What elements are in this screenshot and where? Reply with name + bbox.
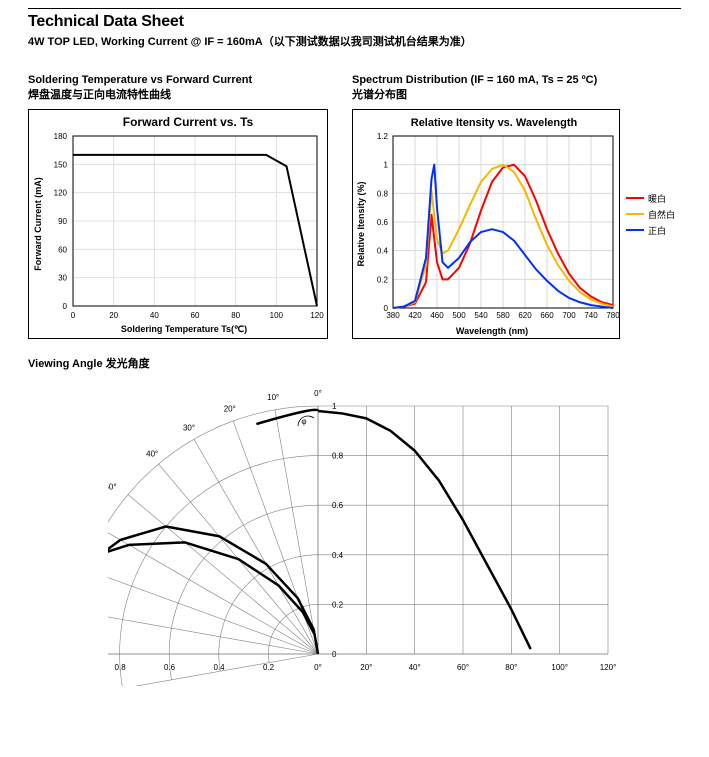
svg-text:20°: 20° bbox=[360, 663, 372, 672]
svg-text:0: 0 bbox=[332, 650, 337, 659]
page-subtitle: 4W TOP LED, Working Current @ IF = 160mA… bbox=[28, 33, 681, 49]
svg-text:120°: 120° bbox=[600, 663, 617, 672]
svg-text:1: 1 bbox=[332, 402, 337, 411]
svg-text:0.4: 0.4 bbox=[213, 663, 225, 672]
svg-text:Forward Current vs. Ts: Forward Current vs. Ts bbox=[123, 115, 254, 129]
page: Technical Data Sheet 4W TOP LED, Working… bbox=[0, 0, 709, 757]
svg-text:Relative Itensity (%): Relative Itensity (%) bbox=[356, 181, 366, 266]
svg-text:80: 80 bbox=[231, 311, 240, 320]
svg-text:0°: 0° bbox=[314, 389, 322, 398]
svg-text:420: 420 bbox=[408, 311, 422, 320]
svg-text:0: 0 bbox=[63, 302, 68, 311]
svg-text:60°: 60° bbox=[457, 663, 469, 672]
svg-text:540: 540 bbox=[474, 311, 488, 320]
svg-text:30: 30 bbox=[58, 273, 67, 282]
svg-text:580: 580 bbox=[496, 311, 510, 320]
right-section-title-cn: 光谱分布图 bbox=[352, 88, 690, 103]
legend-swatch-2 bbox=[626, 229, 644, 231]
page-title: Technical Data Sheet bbox=[28, 13, 681, 31]
svg-text:60: 60 bbox=[58, 245, 67, 254]
legend-swatch-1 bbox=[626, 213, 644, 215]
svg-text:0.2: 0.2 bbox=[377, 275, 389, 284]
svg-text:0.6: 0.6 bbox=[164, 663, 176, 672]
svg-text:1.2: 1.2 bbox=[377, 132, 389, 141]
svg-text:780: 780 bbox=[606, 311, 619, 320]
svg-text:20°: 20° bbox=[224, 404, 236, 413]
svg-text:0.6: 0.6 bbox=[332, 501, 344, 510]
spectrum-chart: Relative Itensity vs. Wavelength 380 420 46… bbox=[352, 109, 620, 339]
svg-text:90: 90 bbox=[58, 217, 67, 226]
svg-text:10°: 10° bbox=[267, 393, 279, 402]
legend-item-0: 暖白 bbox=[626, 192, 675, 205]
svg-text:Wavelength (nm): Wavelength (nm) bbox=[456, 326, 528, 336]
soldering-chart: Forward Current vs. Ts 0 20 40 60 80 100 120 0 30… bbox=[28, 109, 328, 339]
viewing-angle-section: Viewing Angle 发光角度 40°30°20°10°0°50°60°7… bbox=[28, 357, 681, 691]
svg-text:1: 1 bbox=[384, 160, 389, 169]
charts-row: Soldering Temperature vs Forward Current… bbox=[28, 73, 681, 339]
left-chart-column: Soldering Temperature vs Forward Current… bbox=[28, 73, 348, 339]
svg-text:0.4: 0.4 bbox=[377, 246, 389, 255]
legend-item-2: 正白 bbox=[626, 224, 675, 237]
svg-text:Soldering Temperature Ts(℃): Soldering Temperature Ts(℃) bbox=[121, 324, 247, 334]
svg-text:150: 150 bbox=[54, 160, 68, 169]
svg-text:120: 120 bbox=[54, 188, 68, 197]
left-section-title-cn: 焊盘温度与正向电流特性曲线 bbox=[28, 88, 348, 103]
legend-label-0: 暖白 bbox=[648, 192, 666, 205]
svg-text:740: 740 bbox=[584, 311, 598, 320]
viewing-angle-title: Viewing Angle 发光角度 bbox=[28, 357, 681, 372]
svg-text:380: 380 bbox=[386, 311, 400, 320]
svg-text:100: 100 bbox=[270, 311, 284, 320]
header-rule bbox=[28, 8, 681, 9]
svg-text:460: 460 bbox=[430, 311, 444, 320]
svg-text:0.4: 0.4 bbox=[332, 550, 344, 559]
svg-text:40: 40 bbox=[150, 311, 159, 320]
viewing-angle-chart: 40°30°20°10°0°50°60°70°80°90°100°1.00.80… bbox=[108, 376, 628, 686]
svg-text:0.2: 0.2 bbox=[263, 663, 275, 672]
svg-text:120: 120 bbox=[310, 311, 324, 320]
svg-text:φ: φ bbox=[301, 417, 306, 426]
svg-text:100°: 100° bbox=[551, 663, 568, 672]
svg-text:700: 700 bbox=[562, 311, 576, 320]
svg-text:0: 0 bbox=[71, 311, 76, 320]
right-section-title-en: Spectrum Distribution (IF = 160 mA, Ts =… bbox=[352, 73, 690, 88]
svg-text:60: 60 bbox=[191, 311, 200, 320]
legend-label-2: 正白 bbox=[648, 224, 666, 237]
right-chart-column: Spectrum Distribution (IF = 160 mA, Ts =… bbox=[352, 73, 690, 339]
svg-text:0: 0 bbox=[384, 304, 389, 313]
legend-item-1: 自然白 bbox=[626, 208, 675, 221]
soldering-chart-svg: Forward Current vs. Ts 0 20 40 60 80 100 120 0 30… bbox=[29, 110, 327, 338]
spectrum-legend: 暖白 自然白 正白 bbox=[626, 189, 675, 240]
svg-text:20: 20 bbox=[109, 311, 118, 320]
legend-swatch-0 bbox=[626, 197, 644, 199]
svg-text:Relative Itensity vs. Waveleng: Relative Itensity vs. Wavelength bbox=[411, 117, 578, 129]
svg-text:0.2: 0.2 bbox=[332, 600, 344, 609]
svg-text:0.8: 0.8 bbox=[332, 451, 344, 460]
svg-text:620: 620 bbox=[518, 311, 532, 320]
svg-text:Forward Current (mA): Forward Current (mA) bbox=[33, 177, 43, 271]
svg-text:180: 180 bbox=[54, 132, 68, 141]
legend-label-1: 自然白 bbox=[648, 208, 675, 221]
svg-text:40°: 40° bbox=[146, 449, 158, 458]
svg-text:40°: 40° bbox=[409, 663, 421, 672]
right-chart-wrap: Relative Itensity vs. Wavelength 380 420 46… bbox=[352, 109, 690, 339]
svg-text:0.6: 0.6 bbox=[377, 218, 389, 227]
svg-text:500: 500 bbox=[452, 311, 466, 320]
svg-text:0.8: 0.8 bbox=[377, 189, 389, 198]
spectrum-chart-svg: Relative Itensity vs. Wavelength 380 420 46… bbox=[353, 110, 619, 338]
svg-text:80°: 80° bbox=[505, 663, 517, 672]
svg-text:0°: 0° bbox=[314, 663, 322, 672]
left-section-title-en: Soldering Temperature vs Forward Current bbox=[28, 73, 348, 88]
svg-text:30°: 30° bbox=[183, 423, 195, 432]
svg-text:0.8: 0.8 bbox=[115, 663, 127, 672]
svg-text:50°: 50° bbox=[108, 482, 117, 491]
svg-text:660: 660 bbox=[540, 311, 554, 320]
